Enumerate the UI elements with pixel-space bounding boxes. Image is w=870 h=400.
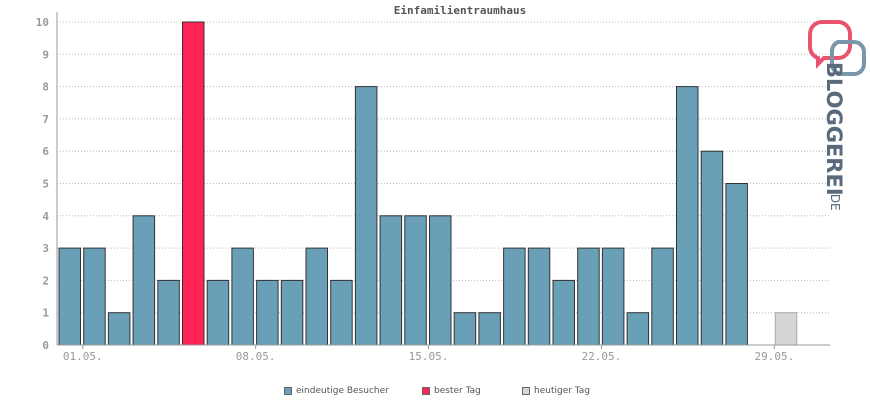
y-tick-label: 10 [36, 16, 49, 29]
y-tick-labels: 0 1 2 3 4 5 6 7 8 9 10 [36, 16, 50, 352]
bar [256, 279, 279, 346]
bar [626, 312, 650, 346]
legend-swatch [522, 387, 530, 395]
bar [107, 312, 131, 346]
bar [774, 312, 798, 346]
bar [231, 247, 254, 346]
bar [83, 247, 106, 346]
legend-label: heutiger Tag [534, 386, 591, 396]
bar [453, 312, 477, 346]
bar [651, 247, 674, 346]
legend-swatch [284, 387, 292, 395]
bar [280, 279, 304, 346]
x-tick-label: 22.05. [582, 350, 622, 363]
legend-label: eindeutige Besucher [296, 386, 389, 396]
bar [58, 247, 81, 346]
legend-item-unique-visitors: eindeutige Besucher [284, 386, 389, 396]
bar [379, 215, 403, 346]
y-tick-label: 8 [42, 81, 49, 94]
bloggerei-logo: BLOGGEREI .DE [806, 62, 846, 222]
y-tick-label: 9 [42, 48, 49, 61]
bar [429, 215, 452, 346]
legend-swatch [422, 387, 430, 395]
legend: eindeutige Besucher bester Tag heutiger … [0, 386, 870, 400]
bar [552, 279, 575, 346]
x-tick-label: 01.05. [63, 350, 103, 363]
bar [478, 312, 501, 346]
bar [676, 86, 699, 346]
bar [527, 247, 551, 346]
bar [206, 279, 230, 346]
bar [601, 247, 625, 346]
axes [56, 12, 830, 346]
y-tick-label: 2 [42, 274, 49, 287]
chart-title: Einfamilientraumhaus [393, 4, 527, 17]
y-tick-label: 6 [42, 145, 49, 158]
y-tick-label: 3 [42, 242, 49, 255]
y-tick-label: 4 [42, 210, 49, 223]
bloggerei-speech-bubbles-icon [808, 20, 866, 76]
bar [577, 247, 600, 346]
legend-item-today: heutiger Tag [522, 386, 590, 396]
bar [132, 215, 156, 346]
x-tick-label: 15.05. [409, 350, 449, 363]
bar [305, 247, 328, 346]
legend-label: bester Tag [434, 386, 481, 396]
bar [354, 86, 378, 346]
x-tick-labels: 01.05. 08.05. 15.05. 22.05. 29.05. [63, 345, 794, 363]
bar [700, 150, 724, 346]
y-tick-label: 7 [42, 113, 49, 126]
y-tick-label: 0 [42, 339, 49, 352]
y-tick-label: 1 [42, 307, 49, 320]
logo-brand-text: BLOGGEREI [822, 62, 846, 196]
logo-tld-text: .DE [828, 190, 842, 211]
bars [58, 21, 798, 346]
y-tick-label: 5 [42, 178, 49, 191]
x-tick-label: 29.05. [754, 350, 794, 363]
bar [404, 215, 427, 346]
bar [157, 279, 180, 346]
legend-item-best-day: bester Tag [422, 386, 481, 396]
bar [182, 21, 205, 346]
bar [330, 279, 353, 346]
bar [503, 247, 526, 346]
x-tick-label: 08.05. [236, 350, 276, 363]
bar [725, 183, 748, 346]
